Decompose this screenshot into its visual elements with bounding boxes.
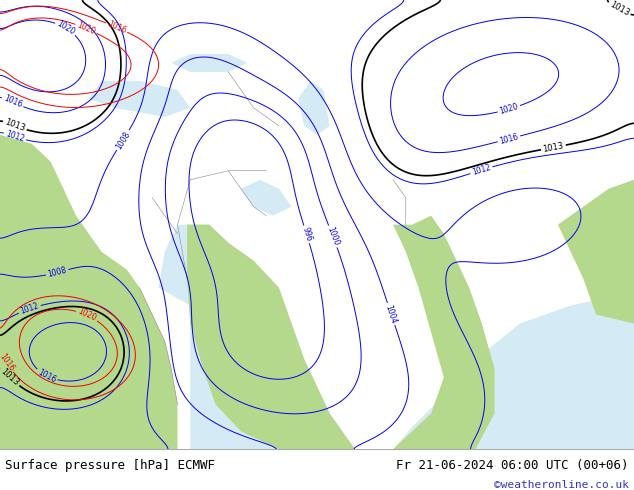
Polygon shape — [558, 180, 634, 323]
Polygon shape — [298, 81, 330, 135]
Text: 1016: 1016 — [2, 94, 23, 110]
Text: 1008: 1008 — [114, 129, 132, 150]
Text: 1012: 1012 — [471, 163, 492, 177]
Text: 1012: 1012 — [19, 301, 40, 316]
Polygon shape — [393, 216, 495, 449]
Polygon shape — [89, 81, 190, 117]
Text: 1020: 1020 — [75, 21, 97, 36]
Text: 1013: 1013 — [0, 367, 21, 388]
Polygon shape — [187, 224, 355, 449]
Text: 1016: 1016 — [106, 20, 127, 35]
Text: 1016: 1016 — [0, 352, 16, 372]
Polygon shape — [0, 135, 178, 449]
Text: 1013: 1013 — [3, 118, 26, 133]
Text: 1004: 1004 — [384, 303, 398, 325]
Polygon shape — [187, 224, 203, 306]
Text: 1000: 1000 — [325, 226, 340, 247]
Text: 1016: 1016 — [498, 132, 519, 146]
Text: 1020: 1020 — [55, 19, 76, 37]
Polygon shape — [171, 54, 247, 72]
Polygon shape — [158, 224, 355, 449]
Text: 1013: 1013 — [608, 0, 631, 18]
Text: ©weatheronline.co.uk: ©weatheronline.co.uk — [494, 480, 629, 490]
Text: Surface pressure [hPa] ECMWF: Surface pressure [hPa] ECMWF — [5, 459, 215, 472]
Text: Fr 21-06-2024 06:00 UTC (00+06): Fr 21-06-2024 06:00 UTC (00+06) — [396, 459, 629, 472]
Text: 1012: 1012 — [4, 129, 25, 144]
Polygon shape — [241, 180, 292, 216]
Text: 1020: 1020 — [76, 307, 98, 323]
Text: 1016: 1016 — [36, 368, 57, 384]
Text: 1008: 1008 — [47, 266, 68, 279]
Text: 1013: 1013 — [542, 141, 565, 154]
Text: 1020: 1020 — [498, 102, 519, 116]
Polygon shape — [178, 292, 634, 449]
Text: 996: 996 — [300, 226, 313, 243]
